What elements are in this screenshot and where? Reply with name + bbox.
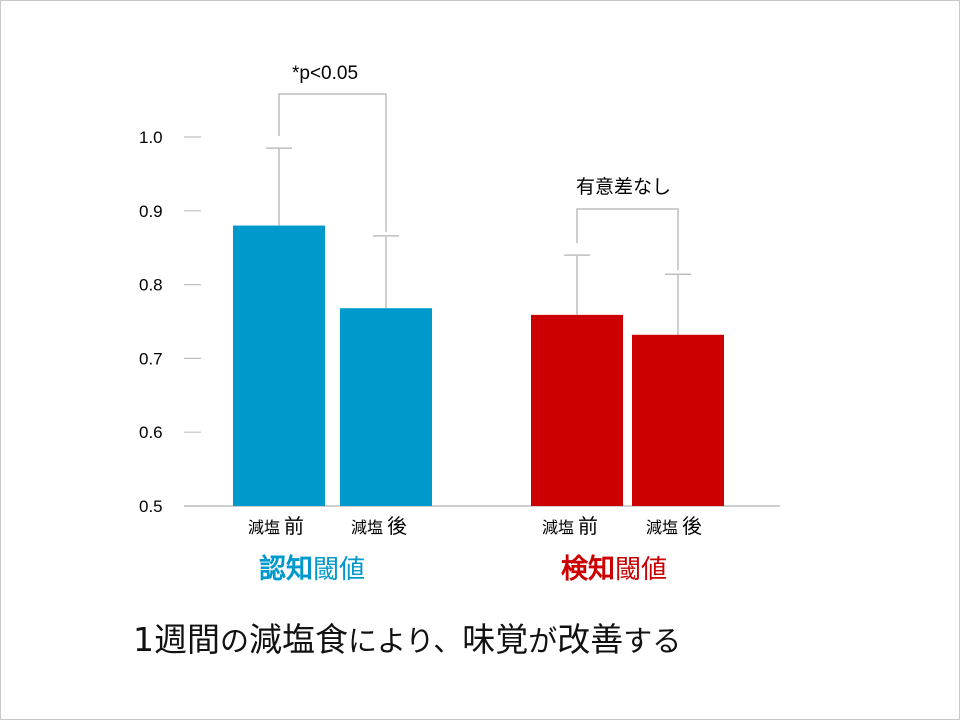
caption-part: 減塩食	[249, 620, 349, 659]
y-tick-label: 0.9	[139, 202, 163, 221]
conclusion-caption: 1週間の減塩食により、味覚が改善する	[133, 613, 681, 661]
bar	[233, 225, 325, 506]
significance-bracket	[576, 208, 679, 271]
caption-part: する	[623, 624, 682, 658]
x-tick-label-part: 前	[578, 514, 598, 538]
group-label-part: 認知	[259, 553, 313, 585]
significance-label: 有意差なし	[576, 176, 671, 198]
group-label: 認知閾値	[259, 553, 365, 585]
significance-bracket	[278, 93, 387, 232]
bar-layer	[233, 93, 724, 506]
caption-part: により、	[348, 624, 463, 658]
label-layer: 0.50.60.70.80.91.0減塩前減塩 後*p<0.05認知閾値減塩前減塩…	[139, 63, 702, 585]
y-tick-label: 0.8	[139, 276, 163, 295]
y-tick-label: 0.7	[139, 349, 163, 368]
x-tick-label-part: 減塩	[646, 518, 678, 537]
caption-part: 改善	[557, 620, 624, 659]
caption-part: 週間	[154, 620, 220, 659]
x-tick-label-part: 前	[284, 514, 304, 538]
bar	[531, 314, 623, 506]
x-tick-label-part: 減塩	[248, 518, 280, 537]
x-tick-label: 減塩後	[351, 514, 407, 538]
x-tick-label: 減塩前	[248, 514, 304, 538]
group-label: 検知閾値	[561, 554, 667, 585]
caption-part: が	[528, 624, 558, 658]
y-tick-label: 0.6	[139, 423, 163, 442]
x-tick-label-part: 減塩	[351, 518, 383, 537]
group-label-part: 閾値	[615, 555, 667, 585]
caption-part: 味覚	[462, 620, 529, 659]
bar	[340, 308, 432, 506]
group-label-part: 閾値	[313, 555, 365, 585]
x-tick-label-part: 減塩	[542, 518, 574, 537]
x-tick-label: 減塩前	[542, 514, 598, 538]
y-tick-label: 1.0	[139, 128, 163, 147]
significance-label: *p<0.05	[292, 63, 358, 84]
bar-chart: 0.50.60.70.80.91.0減塩前減塩 後*p<0.05認知閾値減塩前減塩…	[139, 63, 780, 585]
x-tick-label-part: 後	[387, 514, 407, 538]
x-tick-label-part: 後	[682, 514, 702, 538]
y-tick-label: 0.5	[139, 497, 163, 516]
group-label-part: 検知	[561, 554, 615, 585]
bar	[632, 334, 724, 506]
caption-part: の	[220, 624, 250, 658]
x-tick-label: 減塩後	[646, 514, 702, 538]
caption-part: 1	[133, 620, 154, 659]
